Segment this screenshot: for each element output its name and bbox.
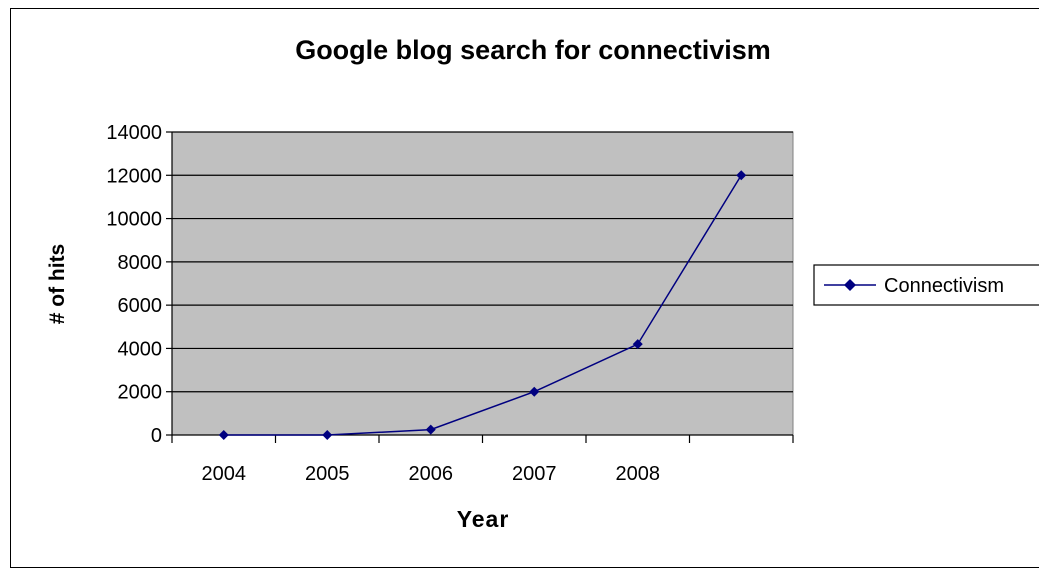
legend: Connectivism	[813, 264, 1039, 306]
data-point	[322, 430, 333, 440]
y-tick-label: 0	[151, 425, 162, 447]
data-point	[529, 386, 540, 397]
plot-area	[171, 131, 794, 436]
y-tick-label: 14000	[106, 122, 162, 144]
y-tick-label: 6000	[118, 295, 163, 317]
x-axis-label: Year	[457, 506, 510, 532]
x-tick-label: 2005	[305, 463, 350, 485]
chart-title: Google blog search for connectivism	[295, 35, 771, 65]
data-point	[218, 430, 229, 440]
y-tick-label: 4000	[118, 338, 163, 360]
y-tick-label: 2000	[118, 382, 163, 404]
x-tick-labels: 2004 2005 2006 2007 2008	[202, 463, 661, 485]
y-axis-label: # of hits	[46, 244, 69, 325]
gridlines	[172, 131, 793, 393]
legend-marker	[844, 279, 856, 291]
series-group	[218, 170, 747, 440]
series-line	[223, 174, 742, 436]
y-tick-labels: 0 2000 4000 6000 8000 10000 12000 14000	[106, 122, 162, 447]
legend-label: Connectivism	[884, 275, 1004, 297]
x-tick-label: 2004	[202, 463, 247, 485]
data-point	[736, 170, 747, 181]
y-tick-label: 8000	[118, 252, 163, 274]
y-tick-label: 12000	[106, 165, 162, 187]
x-tick-label: 2007	[512, 463, 557, 485]
x-tick-label: 2006	[409, 463, 454, 485]
x-tick-label: 2008	[616, 463, 661, 485]
y-tick-label: 10000	[106, 209, 162, 231]
data-point	[425, 424, 436, 435]
data-point	[632, 339, 643, 350]
